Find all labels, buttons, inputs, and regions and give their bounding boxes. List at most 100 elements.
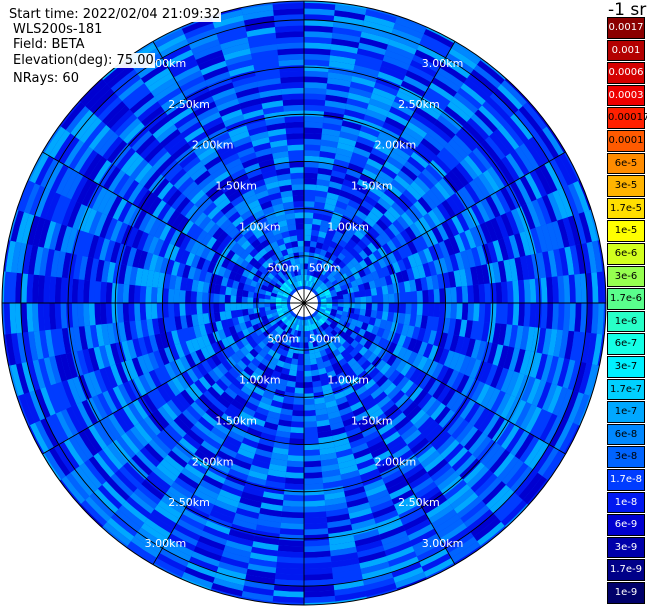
ppi-gate <box>240 259 250 270</box>
ppi-gate <box>380 530 408 546</box>
ppi-gate <box>413 219 427 236</box>
ppi-gate <box>332 164 348 174</box>
ppi-gate <box>26 303 34 333</box>
ppi-gate <box>105 303 113 324</box>
ppi-gate <box>252 541 279 551</box>
ppi-gate <box>330 552 359 563</box>
ppi-gate <box>304 87 327 95</box>
ppi-gate <box>116 147 136 170</box>
start-time-label: Start time: 2022/02/04 21:09:32 <box>8 7 222 22</box>
ppi-gate <box>268 134 287 143</box>
ppi-gate <box>304 567 333 575</box>
ppi-gate <box>487 416 506 440</box>
ppi-gate <box>340 234 351 244</box>
ppi-gate <box>411 111 434 129</box>
colorbar-level: 3e-5 <box>607 175 645 197</box>
ppi-gate <box>95 259 105 282</box>
ppi-gate <box>345 204 358 215</box>
ppi-gate <box>391 332 401 345</box>
ppi-gate <box>305 280 309 287</box>
ppi-gate <box>281 316 288 322</box>
ppi-gate <box>298 252 304 258</box>
ppi-gate <box>244 214 256 226</box>
ppi-gate <box>232 231 244 243</box>
ppi-gate <box>322 321 330 329</box>
ppi-gate <box>510 466 534 493</box>
ppi-gate <box>93 159 112 185</box>
ppi-gate <box>304 76 328 84</box>
ppi-gate <box>106 105 130 129</box>
ppi-gate <box>339 464 359 475</box>
ppi-gate <box>253 411 268 422</box>
ppi-gate <box>201 359 213 373</box>
ppi-gate <box>193 546 222 562</box>
ppi-gate <box>245 574 275 585</box>
ppi-gate <box>456 212 470 232</box>
ppi-gate <box>400 131 421 148</box>
ppi-gate <box>312 386 323 394</box>
ppi-gate <box>221 152 240 166</box>
ppi-gate <box>56 251 66 278</box>
ppi-gate <box>281 324 288 331</box>
ppi-gate <box>368 227 380 239</box>
ppi-gate <box>304 471 323 479</box>
ppi-gate <box>281 300 288 303</box>
ppi-gate <box>357 356 368 367</box>
ppi-gate <box>459 458 481 480</box>
ppi-gate <box>330 336 339 345</box>
ppi-gate <box>328 535 355 546</box>
ppi-gate <box>197 174 215 190</box>
ppi-gate <box>240 356 251 367</box>
ppi-gate <box>285 319 291 326</box>
ppi-gate <box>236 235 248 247</box>
ppi-gate <box>389 106 412 122</box>
ppi-gate <box>288 155 304 163</box>
ppi-gate <box>433 303 440 318</box>
ppi-gate <box>411 237 423 253</box>
ppi-gate <box>359 420 375 433</box>
ppi-gate <box>65 472 90 501</box>
ppi-gate <box>304 155 320 163</box>
ppi-gate <box>245 21 275 32</box>
ppi-gate <box>569 245 580 275</box>
ppi-gate <box>414 278 423 292</box>
ppi-gate <box>54 276 62 303</box>
ppi-gate <box>319 447 336 456</box>
ppi-gate <box>304 381 313 388</box>
ppi-gate <box>164 97 188 116</box>
ppi-gate <box>421 193 437 210</box>
ppi-gate <box>33 330 44 360</box>
ppi-gate <box>216 395 231 409</box>
ppi-gate <box>63 438 85 467</box>
ppi-gate <box>242 486 264 497</box>
ppi-gate <box>307 280 311 287</box>
ppi-gate <box>427 261 437 276</box>
ppi-gate <box>551 357 565 386</box>
ppi-gate <box>446 369 460 388</box>
ppi-gate <box>263 485 285 495</box>
ppi-gate <box>262 345 271 354</box>
ppi-gate <box>177 116 200 134</box>
ppi-gate <box>198 324 208 337</box>
ppi-gate <box>224 158 242 171</box>
ppi-gate <box>308 324 313 331</box>
ppi-gate <box>557 275 565 303</box>
ppi-gate <box>304 539 330 547</box>
ppi-gate <box>370 147 389 161</box>
ppi-gate <box>114 113 138 137</box>
ppi-gate <box>304 189 316 197</box>
ppi-gate <box>370 499 394 514</box>
ppi-gate <box>375 374 389 388</box>
ppi-gate <box>295 263 301 270</box>
ppi-gate <box>469 226 482 248</box>
ppi-gate <box>304 104 325 112</box>
ppi-gate <box>360 322 369 331</box>
ppi-gate <box>287 321 293 328</box>
ppi-gate <box>326 297 333 301</box>
ppi-gate <box>18 180 36 213</box>
ppi-gate <box>299 342 304 349</box>
ppi-gate <box>311 229 320 237</box>
ppi-gate <box>501 79 528 106</box>
ppi-gate <box>293 398 304 405</box>
ppi-gate <box>174 316 183 331</box>
